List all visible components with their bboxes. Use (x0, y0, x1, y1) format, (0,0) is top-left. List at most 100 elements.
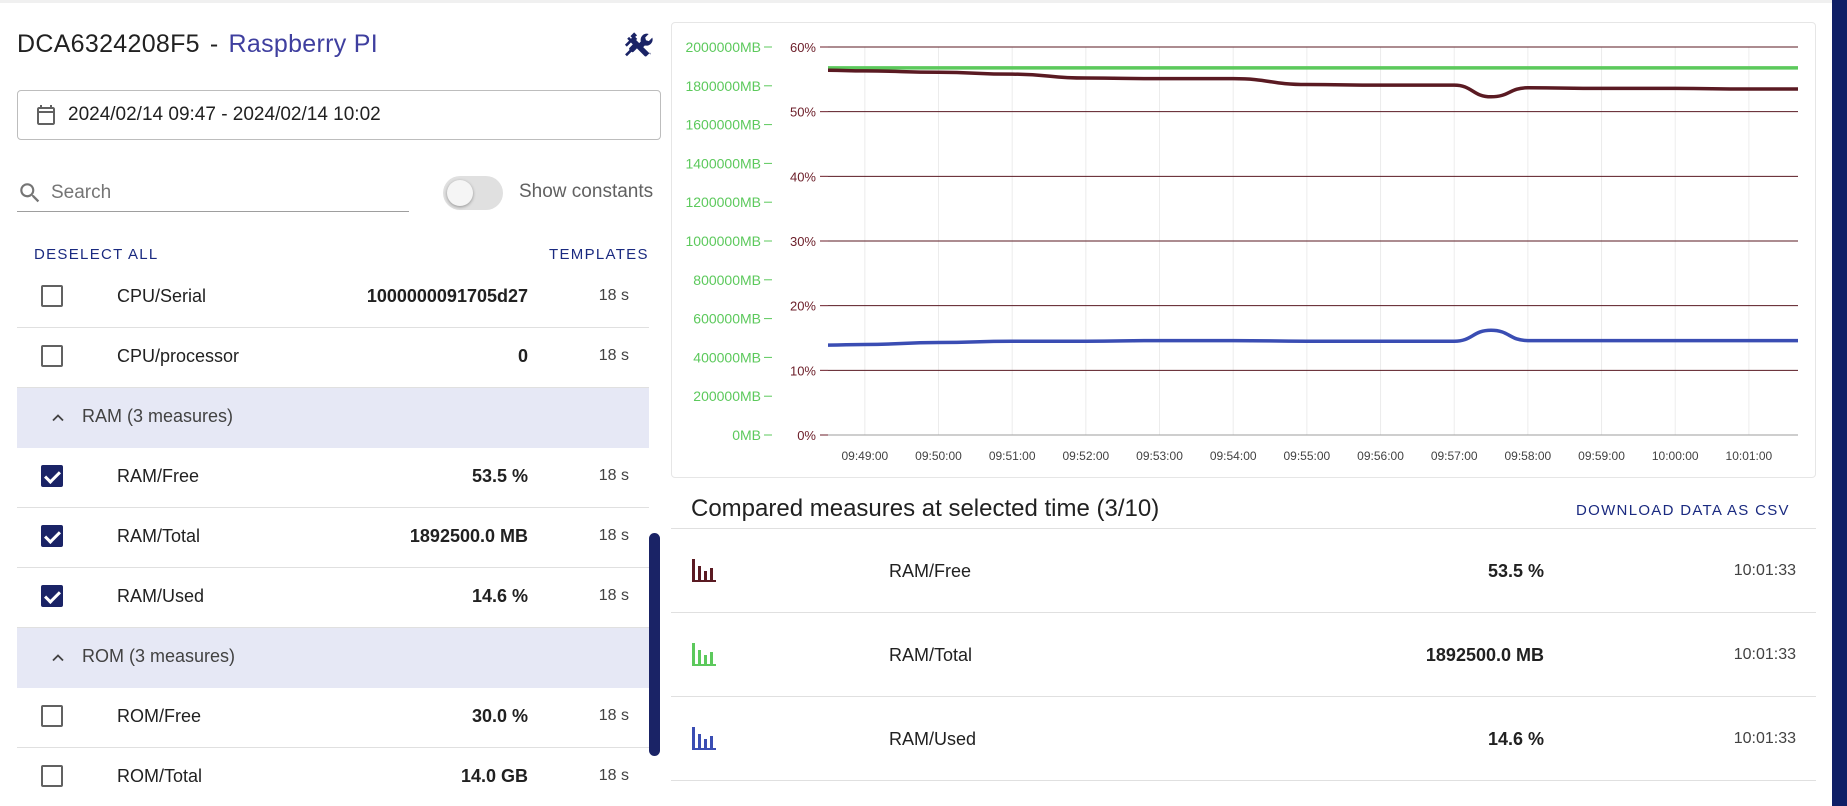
group-header-rom[interactable]: ROM (3 measures) (17, 628, 649, 688)
date-range-value: 2024/02/14 09:47 - 2024/02/14 10:02 (68, 104, 381, 125)
templates-button[interactable]: TEMPLATES (549, 246, 649, 263)
y-left-tick-label: 2000000MB (685, 39, 761, 55)
measure-name: RAM/Total (117, 526, 201, 546)
chevron-up-icon[interactable] (50, 650, 66, 666)
x-tick-label: 09:51:00 (989, 449, 1036, 463)
measure-checkbox[interactable] (41, 345, 63, 367)
measure-value: 1892500.0 MB (409, 526, 528, 546)
measures-list: CPU/Serial 1000000091705d27 18 s CPU/pro… (17, 268, 649, 806)
measure-checkbox[interactable] (41, 765, 63, 787)
measure-name: CPU/Serial (117, 286, 207, 306)
y-left-tick-label: 200000MB (693, 388, 761, 404)
y-left-tick-label: 800000MB (693, 272, 761, 288)
title-separator: - (209, 30, 219, 58)
measure-value: 14.0 GB (460, 766, 528, 786)
list-item: ROM/Total 14.0 GB 18 s (17, 748, 649, 806)
y-right-tick-label: 0% (797, 428, 816, 443)
group-header-ram[interactable]: RAM (3 measures) (17, 388, 649, 448)
y-right-tick-label: 30% (790, 234, 816, 249)
compared-row[interactable]: RAM/Used 14.6 % 10:01:33 (671, 697, 1816, 781)
date-range-field[interactable]: 2024/02/14 09:47 - 2024/02/14 10:02 (17, 90, 661, 140)
series-line-ram-free (827, 68, 1799, 99)
bar-chart-icon (692, 643, 716, 666)
y-right-tick-label: 60% (790, 40, 816, 55)
search-input[interactable] (51, 181, 391, 204)
group-label: RAM (3 measures) (82, 406, 234, 426)
show-constants-label: Show constants (519, 181, 654, 202)
measure-name: RAM/Free (117, 466, 200, 486)
x-tick-label: 09:55:00 (1284, 449, 1331, 463)
measure-age: 18 s (598, 467, 629, 484)
measure-value: 0 (517, 346, 528, 366)
deselect-all-button[interactable]: DESELECT ALL (34, 246, 159, 263)
compared-row[interactable]: RAM/Free 53.5 % 10:01:33 (671, 529, 1816, 613)
show-constants-toggle[interactable] (443, 176, 503, 210)
measure-age: 18 s (598, 767, 629, 784)
compared-value: 1892500.0 MB (1425, 645, 1544, 665)
list-item: RAM/Used 14.6 % 18 s (17, 568, 649, 628)
compared-row[interactable]: RAM/Total 1892500.0 MB 10:01:33 (671, 613, 1816, 697)
measure-value: 53.5 % (471, 466, 528, 486)
group-label: ROM (3 measures) (82, 646, 236, 666)
x-tick-label: 10:00:00 (1652, 449, 1699, 463)
window-edge (1832, 0, 1847, 806)
x-tick-label: 09:57:00 (1431, 449, 1478, 463)
list-item: CPU/processor 0 18 s (17, 328, 649, 388)
y-left-tick-label: 1200000MB (685, 194, 761, 210)
x-tick-label: 09:53:00 (1136, 449, 1183, 463)
bar-chart-icon (692, 727, 716, 750)
measure-age: 18 s (598, 527, 629, 544)
measure-checkbox[interactable] (41, 285, 63, 307)
x-tick-label: 09:58:00 (1505, 449, 1552, 463)
measure-checkbox[interactable] (41, 705, 63, 727)
device-id: DCA6324208F5 (17, 30, 200, 58)
list-scrollbar[interactable] (649, 533, 660, 756)
y-left-tick-label: 1000000MB (685, 233, 761, 249)
list-item: CPU/Serial 1000000091705d27 18 s (17, 268, 649, 328)
x-tick-label: 09:54:00 (1210, 449, 1257, 463)
x-tick-label: 09:50:00 (915, 449, 962, 463)
measure-checkbox[interactable] (41, 465, 63, 487)
compared-name: RAM/Total (889, 645, 973, 665)
download-csv-button[interactable]: DOWNLOAD DATA AS CSV (1576, 502, 1790, 519)
measure-age: 18 s (598, 707, 629, 724)
series-line-ram-used (827, 328, 1798, 347)
compared-name: RAM/Free (889, 561, 972, 581)
y-right-tick-label: 50% (790, 105, 816, 120)
measure-age: 18 s (598, 347, 629, 364)
top-divider (0, 0, 1847, 3)
compared-time: 10:01:33 (1733, 646, 1796, 663)
list-item: RAM/Free 53.5 % 18 s (17, 448, 649, 508)
compared-value: 53.5 % (1487, 561, 1544, 581)
measure-name: ROM/Total (117, 766, 203, 786)
measure-name: ROM/Free (117, 706, 202, 726)
x-tick-label: 09:49:00 (841, 449, 888, 463)
compared-time: 10:01:33 (1733, 730, 1796, 747)
list-item: ROM/Free 30.0 % 18 s (17, 688, 649, 748)
y-right-tick-label: 10% (790, 363, 816, 378)
measure-name: RAM/Used (117, 586, 205, 606)
search-icon (20, 182, 40, 202)
y-right-tick-label: 20% (790, 299, 816, 314)
compared-list: RAM/Free 53.5 % 10:01:33 RAM/Total 18925… (671, 528, 1816, 781)
x-tick-label: 09:52:00 (1062, 449, 1109, 463)
device-name: Raspberry PI (228, 30, 379, 58)
chart-card: 0% 10% 20% 30% 40% 50% 60% 0MB 200000MB 400000MB 6… (671, 22, 1816, 478)
measure-age: 18 s (598, 587, 629, 604)
compared-time: 10:01:33 (1733, 562, 1796, 579)
y-left-tick-label: 1400000MB (685, 155, 761, 171)
tools-icon[interactable] (622, 30, 654, 62)
x-tick-label: 10:01:00 (1726, 449, 1773, 463)
chevron-up-icon[interactable] (50, 410, 66, 426)
x-tick-label: 09:56:00 (1357, 449, 1404, 463)
line-chart[interactable]: 0% 10% 20% 30% 40% 50% 60% 0MB 200000MB 400000MB 6… (672, 23, 1817, 479)
measure-checkbox[interactable] (41, 525, 63, 547)
y-left-tick-label: 0MB (732, 427, 761, 443)
measure-age: 18 s (598, 287, 629, 304)
y-left-tick-label: 600000MB (693, 311, 761, 327)
measure-value: 1000000091705d27 (366, 286, 528, 306)
toggle-knob (447, 180, 473, 206)
search-field (17, 174, 409, 212)
measure-checkbox[interactable] (41, 585, 63, 607)
